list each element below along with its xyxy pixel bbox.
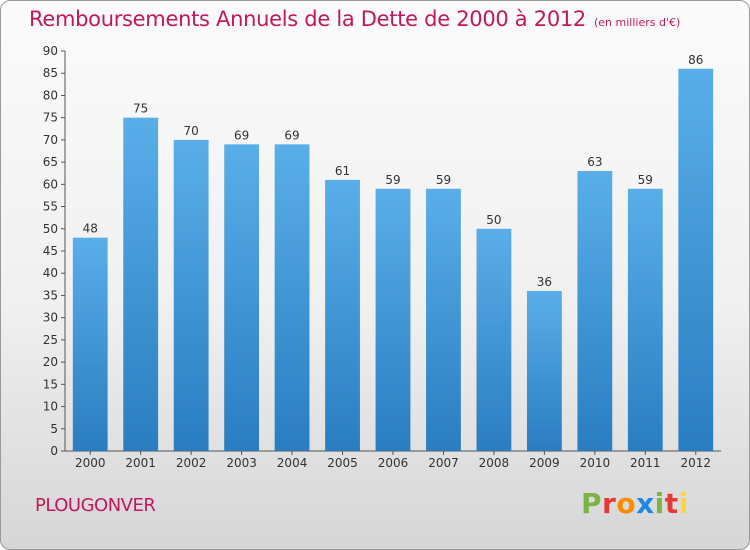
bar-2005 [325,179,360,451]
x-tick-label: 2001 [125,456,156,470]
bar-2011 [627,188,663,451]
x-tick-label: 2011 [630,456,661,470]
x-tick-label: 2005 [327,456,358,470]
y-tick-label: 65 [43,155,58,169]
y-tick-label: 60 [43,177,58,191]
bar-value-label: 59 [638,173,653,187]
y-tick-label: 90 [43,44,58,58]
bar-2010 [577,171,613,451]
chart-title-text: Remboursements Annuels de la Dette de 20… [29,7,586,31]
x-tick-label: 2002 [176,456,207,470]
x-tick-label: 2004 [277,456,308,470]
bars-group: 48 75 70 69 69 61 59 59 50 36 63 59 86 [72,53,714,452]
y-tick-label: 15 [43,377,58,391]
bar-value-label: 48 [83,222,98,236]
y-tick-label: 35 [43,288,58,302]
y-tick-label: 85 [43,66,58,80]
y-tick-label: 55 [43,200,58,214]
x-tick-label: 2012 [680,456,711,470]
y-tick-label: 25 [43,333,58,347]
y-tick-label: 70 [43,133,58,147]
y-tick-label: 0 [50,444,58,458]
y-tick-label: 80 [43,88,58,102]
bar-2001 [123,117,159,452]
bar-2008 [476,228,512,451]
bar-value-label: 61 [335,164,350,178]
bar-2009 [526,291,562,451]
bar-value-label: 50 [486,213,501,227]
chart-subtitle: (en milliers d'€) [594,16,681,29]
bar-value-label: 59 [385,173,400,187]
bar-2002 [173,139,209,451]
bar-value-label: 69 [234,128,249,142]
x-tick-label: 2010 [580,456,611,470]
bar-value-label: 69 [284,128,299,142]
x-tick-label: 2008 [479,456,510,470]
bar-2003 [224,144,260,452]
y-tick-label: 20 [43,355,58,369]
x-axis: 2000 2001 2002 2003 2004 2005 2006 2007 2008 2009… [65,450,721,470]
bar-2007 [426,188,461,451]
bar-value-label: 59 [436,173,451,187]
brand-logo: Proxiti [581,487,689,520]
bar-2006 [375,188,411,451]
bar-value-label: 75 [133,102,148,116]
bar-value-label: 70 [184,124,199,138]
y-tick-label: 50 [43,222,58,236]
bar-value-label: 86 [688,53,703,67]
bar-value-label: 63 [587,155,602,169]
bar-2004 [274,144,310,452]
city-name: PLOUGONVER [35,495,156,516]
x-tick-label: 2006 [378,456,409,470]
y-tick-label: 10 [43,400,58,414]
x-tick-label: 2009 [529,456,560,470]
y-tick-label: 5 [50,422,58,436]
x-tick-label: 2007 [428,456,459,470]
y-tick-label: 40 [43,266,58,280]
x-tick-label: 2003 [226,456,257,470]
y-tick-label: 30 [43,311,58,325]
chart-title: Remboursements Annuels de la Dette de 20… [29,7,680,31]
x-tick-label: 2000 [75,456,106,470]
y-tick-label: 75 [43,111,58,125]
y-tick-label: 45 [43,244,58,258]
bar-value-label: 36 [537,275,552,289]
y-axis: 0 5 10 15 20 25 30 35 40 45 50 55 60 65 70 75 80 85 90 [43,44,66,458]
bar-2000 [72,237,108,451]
bar-2012 [678,68,714,452]
